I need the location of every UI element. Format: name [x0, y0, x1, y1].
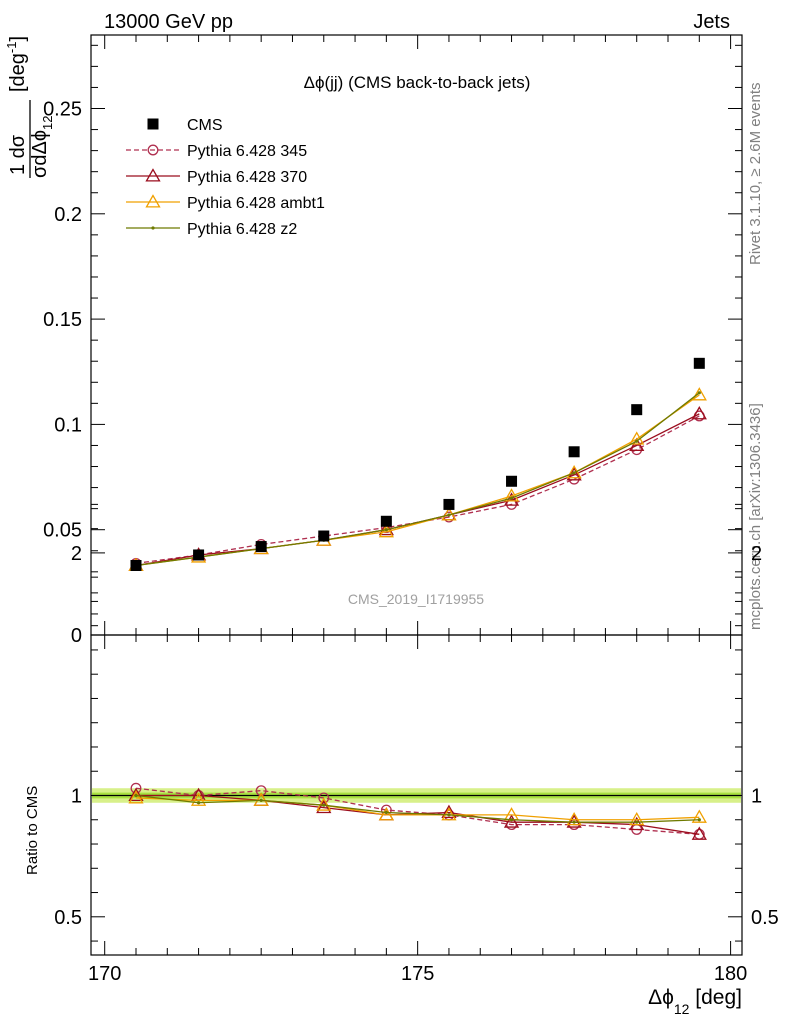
data-point-dot — [151, 226, 155, 230]
data-point-square — [506, 475, 518, 487]
data-point-dot — [572, 820, 576, 824]
data-point-dot — [447, 513, 451, 517]
ratio-y-tick-label: 0.5 — [54, 907, 82, 929]
data-point-triangle — [253, 792, 269, 806]
ratio-y-tick-label: 0.5 — [751, 907, 779, 929]
data-point-dot — [384, 810, 388, 815]
data-point-dot — [635, 439, 639, 443]
data-point-square — [443, 498, 455, 510]
ratio-y-tick-label: 1 — [751, 786, 762, 808]
data-point-dot — [447, 813, 451, 817]
legend-entry-label: Pythia 6.428 ambt1 — [187, 195, 325, 212]
data-point-triangle — [566, 811, 582, 826]
legend-entry-label: Pythia 6.428 345 — [187, 143, 307, 160]
data-point-square — [568, 446, 580, 458]
y-tick-label: 0.1 — [54, 414, 82, 436]
data-point-dot — [509, 818, 514, 822]
data-point-triangle — [128, 787, 144, 802]
data-point-circle — [318, 792, 330, 804]
data-point-triangle — [629, 816, 645, 831]
ratio-y-tick-label: 1 — [71, 786, 82, 808]
data-point-dot — [196, 801, 201, 805]
ylabel-unit: [deg-1] — [4, 36, 29, 92]
y-tick-label: 0 — [71, 625, 82, 647]
y-tick-label: 0.25 — [43, 99, 82, 121]
x-tick-label: 170 — [88, 963, 121, 985]
main-series-line — [135, 392, 700, 567]
data-point-square — [130, 560, 142, 572]
ratio-series-line — [135, 797, 700, 821]
legend-entry-label: Pythia 6.428 z2 — [187, 221, 297, 238]
data-point-triangle — [145, 168, 161, 182]
data-point-square — [693, 357, 705, 369]
ratio-y-tick-label: 2 — [751, 543, 762, 565]
data-point-triangle — [378, 523, 394, 538]
data-point-dot — [572, 471, 576, 475]
main-y-axis-label: 1 dσ σdΔϕ12[deg-1] — [4, 36, 55, 178]
main-series-line — [135, 394, 700, 567]
ylabel-denominator: σdΔϕ12 — [29, 116, 55, 179]
analysis-watermark: CMS_2019_I1719955 — [348, 591, 484, 607]
data-point-dot — [697, 818, 701, 822]
data-point-triangle — [503, 807, 520, 821]
data-point-triangle — [378, 807, 394, 821]
y-tick-label: 0.15 — [43, 309, 82, 331]
rivet-version-label: Rivet 3.1.10, ≥ 2.6M events — [747, 83, 764, 266]
ratio-series-line — [135, 794, 700, 823]
data-point-square — [193, 549, 205, 561]
header-left: 13000 GeV pp — [104, 11, 233, 33]
data-point-triangle — [691, 809, 707, 823]
data-point-dot — [259, 798, 263, 802]
x-tick-label: 180 — [714, 963, 747, 985]
data-point-triangle — [316, 799, 332, 814]
data-point-triangle — [190, 792, 207, 806]
mcplots-label: mcplots.cern.ch [arXiv:1306.3436] — [747, 403, 764, 630]
data-point-triangle — [691, 387, 707, 401]
data-point-square — [147, 118, 159, 130]
y-tick-label: 0.05 — [43, 520, 82, 542]
legend: CMS Pythia 6.428 345 Pythia 6.428 370 Pythi… — [126, 117, 325, 238]
data-point-circle — [255, 785, 267, 797]
data-point-triangle — [566, 814, 582, 828]
data-point-triangle — [441, 807, 457, 821]
data-point-square — [255, 541, 267, 553]
header-right: Jets — [693, 11, 730, 33]
data-point-triangle — [503, 814, 520, 828]
legend-entry-label: Pythia 6.428 370 — [187, 169, 307, 186]
data-point-dot — [134, 793, 138, 798]
data-point-circle — [130, 782, 142, 794]
main-series-line — [135, 413, 700, 567]
data-point-dot — [509, 496, 514, 500]
data-point-square — [318, 530, 330, 542]
main-panel: CMS_2019_I1719955 1 dσ σdΔϕ12[deg-1] 0 0.0… — [4, 34, 743, 647]
data-point-triangle — [145, 194, 161, 208]
data-point-dot — [635, 820, 639, 824]
data-point-triangle — [503, 488, 520, 502]
data-point-triangle — [691, 406, 707, 420]
data-point-dot — [697, 391, 701, 395]
data-point-square — [380, 515, 392, 527]
data-point-circle — [147, 144, 159, 156]
data-point-triangle — [691, 826, 707, 840]
ylabel-numerator: 1 dσ — [7, 134, 29, 175]
x-axis-label: Δϕ12 [deg] — [648, 986, 742, 1017]
main-title: Δϕ(jj) (CMS back-to-back jets) — [304, 73, 531, 92]
data-point-triangle — [629, 811, 645, 826]
ratio-y-axis-label: Ratio to CMS — [24, 786, 41, 875]
x-tick-label: 175 — [401, 963, 434, 985]
ratio-series-line — [135, 787, 700, 835]
data-point-square — [631, 404, 643, 416]
data-point-triangle — [566, 465, 582, 479]
data-point-triangle — [441, 804, 457, 819]
data-point-dot — [384, 528, 388, 532]
legend-entry-label: CMS — [187, 117, 223, 134]
y-tick-label: 0.2 — [54, 204, 82, 226]
ratio-y-tick-label: 2 — [71, 543, 82, 565]
main-series-line — [135, 415, 700, 565]
data-point-dot — [322, 803, 326, 807]
data-point-triangle — [128, 790, 144, 804]
